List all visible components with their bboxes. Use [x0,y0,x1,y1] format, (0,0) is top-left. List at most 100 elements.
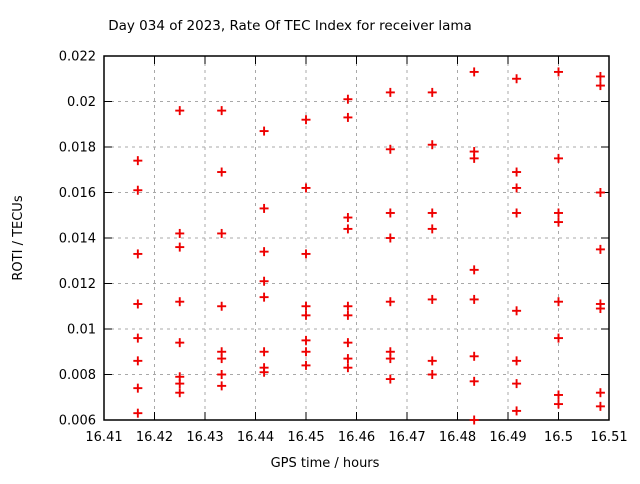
x-tick-label: 16.43 [186,430,223,445]
data-point-marker [554,153,563,163]
data-point-marker [343,301,353,311]
data-point-marker [385,354,395,364]
data-point-marker [512,183,522,193]
data-point-marker [512,379,522,389]
data-point-marker [554,399,563,409]
data-point-marker [343,363,353,373]
data-point-marker [217,301,227,311]
data-point-marker [301,310,311,320]
data-point-marker [343,224,353,234]
data-point-marker [427,294,437,304]
y-tick-label: 0.02 [67,95,96,110]
data-point-marker [554,217,563,227]
data-point-marker [301,335,311,345]
data-point-marker [133,156,143,166]
x-tick-label: 16.45 [287,430,324,445]
data-point-marker [595,244,605,254]
data-point-marker [469,376,479,386]
data-point-marker [133,299,143,309]
data-point-marker [427,224,437,234]
data-point-marker [385,374,395,384]
x-tick-label: 16.49 [489,430,526,445]
data-point-marker [554,67,563,77]
y-tick-labels: 0.006 0.008 0.01 0.012 0.014 0.016 0.018 0.02 0.… [59,50,96,429]
data-point-marker [595,401,605,411]
data-point-marker [469,415,479,425]
grid-lines [104,56,609,420]
data-point-marker [259,126,269,136]
x-tick-label: 16.48 [439,430,476,445]
data-point-marker [385,208,395,218]
x-tick-label: 16.44 [237,430,274,445]
data-point-marker [133,408,143,418]
data-point-marker [301,360,311,370]
y-tick-label: 0.006 [59,414,96,429]
data-point-marker [512,167,522,177]
data-point-marker [217,370,227,379]
data-point-marker [175,338,185,348]
data-point-marker [343,338,353,348]
data-point-marker [512,406,522,416]
data-point-marker [595,388,605,398]
data-point-marker [427,140,437,150]
y-tick-label: 0.012 [59,277,96,292]
x-tick-label: 16.42 [136,430,173,445]
data-point-marker [385,233,395,243]
data-point-marker [385,144,395,154]
y-tick-label: 0.018 [59,141,96,156]
data-point-marker [175,379,185,389]
data-point-marker [385,297,395,307]
data-point-marker [427,370,437,379]
data-point-marker [301,183,311,193]
data-point-marker [595,81,605,91]
data-point-marker [259,347,269,357]
data-point-marker [512,74,522,84]
data-point-marker [301,301,311,311]
data-point-marker [175,106,185,116]
data-point-marker [385,87,395,97]
y-tick-label: 0.016 [59,186,96,201]
y-tick-label: 0.014 [59,232,96,247]
data-point-marker [259,292,269,302]
data-point-marker [595,188,605,197]
data-point-marker [175,388,185,398]
data-point-marker [259,203,269,213]
x-tick-label: 16.47 [388,430,425,445]
data-point-marker [427,356,437,366]
data-point-marker [133,356,143,366]
data-point-marker [343,354,353,364]
data-point-marker [554,333,563,343]
data-point-marker [469,351,479,361]
data-point-marker [133,185,143,195]
data-point-marker [301,249,311,259]
data-point-marker [259,247,269,257]
data-point-marker [427,208,437,218]
y-tick-label: 0.022 [59,50,96,65]
data-point-marker [301,115,311,125]
data-point-marker [554,297,563,307]
data-point-marker [133,383,143,393]
data-point-marker [217,167,227,177]
x-tick-label: 16.46 [338,430,375,445]
y-axis-label: ROTI / TECUs [11,195,26,280]
x-tick-label: 16.51 [590,430,627,445]
data-point-marker [217,381,227,391]
chart-title: Day 034 of 2023, Rate Of TEC Index for r… [108,18,472,34]
data-point-marker [512,306,522,316]
x-tick-labels: 16.41 16.42 16.43 16.44 16.45 16.46 16.47 16.48… [85,430,627,445]
data-point-marker [595,71,605,81]
data-point-marker [512,356,522,366]
y-tick-label: 0.008 [59,368,96,383]
data-point-marker [343,310,353,320]
data-points [133,67,605,425]
data-point-marker [343,213,353,223]
axis-ticks [103,55,610,421]
x-tick-label: 16.41 [85,430,122,445]
data-point-marker [259,367,269,377]
data-point-marker [217,354,227,364]
data-point-marker [469,153,479,163]
data-point-marker [469,265,479,275]
x-tick-label: 16.5 [544,430,573,445]
